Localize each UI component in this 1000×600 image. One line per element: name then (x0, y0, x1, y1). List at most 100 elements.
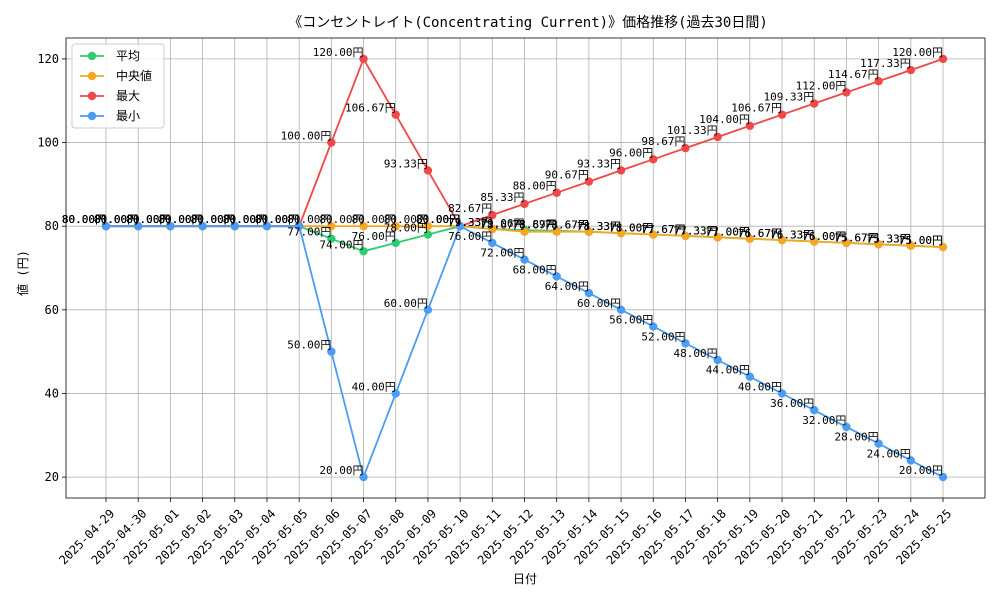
chart-title: 《コンセントレイト(Concentrating Current)》価格推移(過去… (288, 15, 768, 31)
series-3-data-label: 80.00円 (94, 213, 138, 226)
series-2-data-label: 114.67円 (828, 68, 879, 81)
series-2-point (713, 132, 722, 142)
series-1-data-label: 78.33円 (577, 220, 621, 233)
series-3-data-label: 48.00円 (674, 347, 718, 360)
series-1-data-label: 80.00円 (416, 213, 460, 226)
series-1-point (616, 228, 626, 238)
series-1-data-label: 75.67円 (834, 231, 878, 244)
series-3-data-label: 64.00円 (545, 280, 589, 293)
series-1-data-label: 80.00円 (126, 213, 170, 226)
series-3-point (938, 472, 948, 482)
series-3-point (327, 347, 336, 356)
series-3-data-label: 80.00円 (158, 213, 202, 226)
series-0-data-label: 77.00円 (706, 226, 750, 239)
axis-layer: 2025-04-292025-04-302025-05-012025-05-02… (37, 37, 986, 567)
series-3-point (681, 339, 690, 348)
series-0-data-label: 78.00円 (609, 222, 653, 235)
series-1-point (359, 221, 368, 231)
series-3-point (616, 305, 626, 315)
series-2-data-label: 85.33円 (480, 191, 524, 204)
series-1-data-label: 76.67円 (738, 227, 782, 240)
series-2-point (423, 166, 433, 175)
series-0-data-label: 76.67円 (738, 227, 782, 240)
series-2-data-label: 106.67円 (731, 102, 782, 115)
x-axis-label: 日付 (513, 572, 537, 586)
series-1-data-label: 80.00円 (255, 213, 299, 226)
series-2-data-label: 96.00円 (609, 146, 653, 159)
series-1-point (777, 235, 787, 245)
series-3-data-label: 32.00円 (802, 414, 846, 427)
series-3-point (810, 405, 819, 415)
series-0-data-label: 75.33円 (867, 233, 911, 246)
series-1-data-label: 80.00円 (62, 213, 106, 226)
series-2-data-label: 109.33円 (763, 91, 814, 104)
legend-box (71, 43, 165, 129)
series-1-point (681, 231, 690, 241)
series-3-data-label: 80.00円 (62, 213, 106, 226)
series-2-data-label: 80.00円 (191, 213, 235, 226)
y-tick-label: 120 (37, 52, 59, 66)
series-1-data-label: 77.00円 (706, 226, 750, 239)
series-3-point (552, 272, 561, 281)
series-2-point (810, 99, 819, 108)
series-1-data-label: 79.33円 (448, 216, 492, 229)
series-1-data-label: 76.00円 (802, 230, 846, 243)
series-1-point (520, 227, 529, 236)
series-3-data-label: 80.00円 (416, 213, 460, 226)
series-1-data-label: 78.67円 (545, 219, 589, 232)
series-3-point (777, 389, 787, 398)
series-3-data-label: 44.00円 (706, 364, 750, 377)
series-3-data-label: 20.00円 (899, 464, 943, 477)
series-0-point (327, 234, 336, 243)
series-2-data-label: 120.00円 (892, 46, 943, 59)
legend-label: 平均 (116, 49, 140, 63)
series-3-point (133, 221, 143, 231)
series-3-point (294, 221, 304, 231)
series-1-data-label: 75.33円 (867, 233, 911, 246)
series-2-data-label: 93.33円 (577, 157, 621, 170)
series-3-point (520, 255, 529, 264)
series-0-data-label: 80.00円 (191, 213, 235, 226)
series-3-point (198, 221, 207, 231)
series-3-data-label: 80.00円 (255, 213, 299, 226)
series-0-data-label: 75.67円 (834, 231, 878, 244)
series-1-point (874, 240, 883, 249)
series-3-point (906, 456, 916, 465)
y-tick-label: 80 (45, 219, 59, 233)
series-3-data-label: 24.00円 (867, 447, 911, 460)
series-1-data-label: 77.33円 (674, 224, 718, 237)
series-2-data-label: 112.00円 (796, 79, 847, 92)
series-2-data-label: 80.00円 (416, 213, 460, 226)
series-0-data-label: 80.00円 (94, 213, 138, 226)
series-0-data-label: 77.67円 (641, 223, 685, 236)
series-3-point (230, 221, 239, 231)
series-2-data-label: 80.00円 (62, 213, 106, 226)
series-3-data-label: 56.00円 (609, 314, 653, 327)
series-0-data-label: 78.33円 (577, 220, 621, 233)
series-0-data-label: 76.00円 (352, 230, 396, 243)
series-1-point (552, 227, 561, 236)
series-2-point (745, 121, 755, 131)
series-0-data-label: 80.00円 (255, 213, 299, 226)
series-2-data-label: 80.00円 (94, 213, 138, 226)
series-2-data-label: 93.33円 (384, 157, 428, 170)
series-3-data-label: 80.00円 (126, 213, 170, 226)
series-0-data-label: 78.67円 (545, 219, 589, 232)
series-1-data-label: 78.00円 (609, 222, 653, 235)
legend-swatch-marker (87, 51, 97, 61)
series-2-data-label: 80.00円 (126, 213, 170, 226)
series-1-data-label: 80.00円 (384, 213, 428, 226)
series-2-data-label: 101.33円 (667, 124, 718, 137)
series-3-data-label: 68.00円 (513, 263, 557, 276)
series-3-data-label: 36.00円 (770, 397, 814, 410)
legend-label: 最小 (116, 109, 140, 123)
series-1-data-label: 80.00円 (94, 213, 138, 226)
series-2-data-label: 88.00円 (513, 180, 557, 193)
series-0-point (359, 247, 368, 256)
series-3-point (262, 221, 272, 231)
series-2-point (520, 199, 529, 209)
series-0-data-label: 80.00円 (126, 213, 170, 226)
